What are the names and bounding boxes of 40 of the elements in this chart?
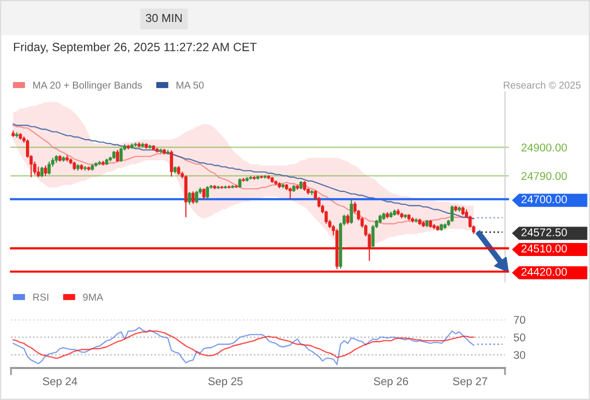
candlestick — [116, 149, 120, 162]
y-tick-label: 24420.00 — [522, 268, 567, 276]
y-tick-label: 24572.50 — [522, 228, 567, 236]
y-tick-label: 50 — [514, 333, 526, 342]
candlestick — [303, 180, 306, 192]
legend-label: MA 20 + Bollinger Bands — [33, 81, 142, 91]
candlestick — [288, 186, 292, 200]
candlestick — [346, 214, 350, 225]
candlestick — [195, 190, 198, 204]
candlestick — [450, 204, 454, 222]
legend-label: 9MA — [83, 294, 104, 301]
candlestick — [350, 199, 353, 224]
line-series — [12, 326, 474, 366]
candlestick — [202, 188, 206, 200]
legend-label: RSI — [33, 294, 48, 301]
y-tick-label: 24510.00 — [522, 244, 567, 252]
text: Research © 2025 — [504, 81, 581, 89]
x-tick-label: Sep 24 — [42, 377, 78, 388]
y-tick-label: 24900.00 — [522, 144, 567, 152]
chart-subtitle: Friday, September 26, 2025 11:27:22 AM CET — [14, 42, 257, 54]
candlestick — [170, 150, 174, 178]
candlestick — [40, 166, 44, 178]
chart-title: 30 MIN — [146, 14, 182, 22]
line-series — [12, 330, 474, 359]
candlestick — [371, 224, 375, 249]
candlestick — [191, 190, 195, 204]
legend-label: MA 50 — [176, 82, 204, 89]
candlestick — [44, 164, 48, 176]
y-tick-label: 30 — [514, 351, 526, 359]
x-tick-label: Sep 26 — [374, 377, 408, 388]
x-tick-label: Sep 25 — [208, 377, 243, 388]
candlestick — [238, 178, 242, 188]
x-tick-label: Sep 27 — [453, 377, 488, 388]
candlestick — [48, 161, 51, 176]
candlestick — [206, 186, 210, 199]
candlestick — [120, 147, 123, 162]
y-tick-label: 24790.00 — [522, 172, 567, 180]
y-tick-label: 24700.00 — [522, 195, 567, 204]
y-tick-label: 70 — [514, 316, 526, 324]
candlestick — [188, 191, 192, 205]
